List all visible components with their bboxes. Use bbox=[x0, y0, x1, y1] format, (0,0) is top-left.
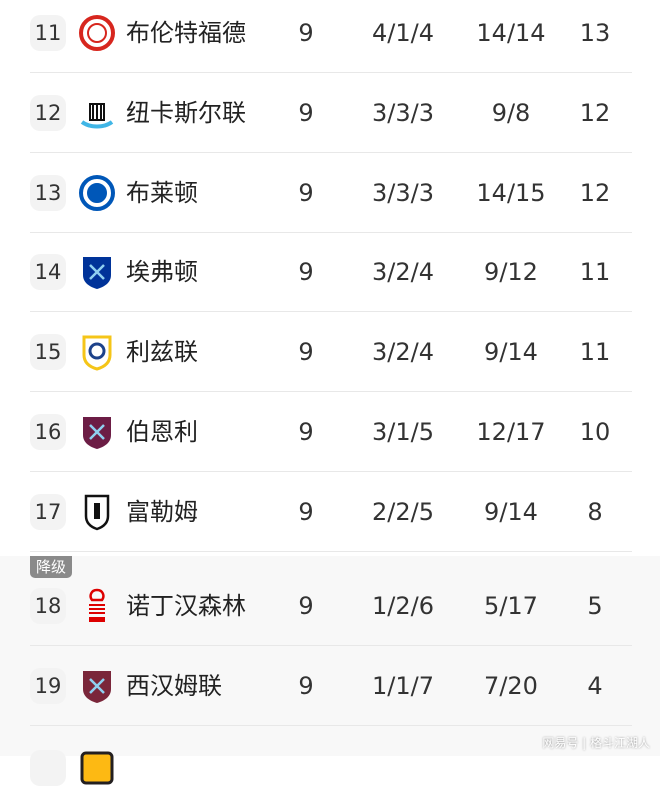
points: 4 bbox=[587, 672, 603, 700]
rank-badge: 11 bbox=[30, 15, 66, 51]
row-divider bbox=[30, 72, 632, 73]
played: 9 bbox=[298, 592, 314, 620]
westham-crest-icon bbox=[83, 671, 111, 703]
win-draw-loss: 1/1/7 bbox=[372, 672, 434, 700]
rank-badge: 13 bbox=[30, 175, 66, 211]
newcastle-crest-icon bbox=[80, 103, 114, 129]
team-name[interactable]: 纽卡斯尔联 bbox=[126, 99, 246, 127]
played: 9 bbox=[298, 19, 314, 47]
points: 12 bbox=[579, 99, 611, 127]
row-divider bbox=[30, 551, 632, 552]
table-row[interactable]: 14 埃弗顿 9 3/2/4 9/12 11 bbox=[0, 232, 660, 312]
goals-for-against: 5/17 bbox=[484, 592, 538, 620]
relegation-zone bbox=[0, 556, 660, 756]
goals-for-against: 9/12 bbox=[484, 258, 538, 286]
win-draw-loss: 3/3/3 bbox=[372, 179, 434, 207]
win-draw-loss: 1/2/6 bbox=[372, 592, 434, 620]
rank-badge: 12 bbox=[30, 95, 66, 131]
row-divider bbox=[30, 311, 632, 312]
rank-badge: 14 bbox=[30, 254, 66, 290]
table-row[interactable]: 15 利兹联 9 3/2/4 9/14 11 bbox=[0, 312, 660, 392]
goals-for-against: 12/17 bbox=[476, 418, 546, 446]
everton-crest-icon bbox=[83, 257, 111, 289]
played: 9 bbox=[298, 418, 314, 446]
goals-for-against: 9/8 bbox=[491, 99, 531, 127]
team-name[interactable]: 富勒姆 bbox=[126, 498, 198, 526]
table-row[interactable]: 16 伯恩利 9 3/1/5 12/17 10 bbox=[0, 392, 660, 472]
row-divider bbox=[30, 471, 632, 472]
row-divider bbox=[30, 391, 632, 392]
brentford-crest-icon bbox=[79, 15, 115, 51]
brighton-crest-icon bbox=[79, 175, 115, 211]
row-divider bbox=[30, 645, 632, 646]
rank-badge: 15 bbox=[30, 334, 66, 370]
team-name[interactable]: 利兹联 bbox=[126, 338, 198, 366]
relegation-badge: 降级 bbox=[30, 556, 73, 578]
win-draw-loss: 3/2/4 bbox=[372, 258, 434, 286]
points: 11 bbox=[579, 258, 611, 286]
win-draw-loss: 3/2/4 bbox=[372, 338, 434, 366]
row-divider bbox=[30, 232, 632, 233]
rank-badge bbox=[30, 750, 66, 786]
win-draw-loss: 2/2/5 bbox=[372, 498, 434, 526]
table-row[interactable]: 12 纽卡斯尔联 9 3/3/3 9/8 12 bbox=[0, 73, 660, 153]
table-row[interactable]: 17 富勒姆 9 2/2/5 9/14 8 bbox=[0, 472, 660, 552]
points: 11 bbox=[579, 338, 611, 366]
table-row[interactable]: 19 西汉姆联 9 1/1/7 7/20 4 bbox=[0, 646, 660, 726]
team-name[interactable]: 西汉姆联 bbox=[126, 672, 222, 700]
goals-for-against: 14/15 bbox=[476, 179, 546, 207]
table-row[interactable]: 13 布莱顿 9 3/3/3 14/15 12 bbox=[0, 153, 660, 233]
played: 9 bbox=[298, 258, 314, 286]
fulham-crest-icon bbox=[84, 494, 110, 531]
points: 12 bbox=[579, 179, 611, 207]
rank-badge: 19 bbox=[30, 668, 66, 704]
goals-for-against: 14/14 bbox=[476, 19, 546, 47]
played: 9 bbox=[298, 338, 314, 366]
team-name[interactable]: 布伦特福德 bbox=[126, 19, 246, 47]
win-draw-loss: 4/1/4 bbox=[372, 19, 434, 47]
watermark: 网易号 | 格斗江湖人 bbox=[542, 736, 650, 750]
goals-for-against: 7/20 bbox=[484, 672, 538, 700]
rank-badge: 17 bbox=[30, 494, 66, 530]
table-row[interactable]: 18 诺丁汉森林 9 1/2/6 5/17 5 bbox=[0, 566, 660, 646]
played: 9 bbox=[298, 179, 314, 207]
row-divider bbox=[30, 725, 632, 726]
points: 8 bbox=[587, 498, 603, 526]
row-divider bbox=[30, 152, 632, 153]
team-name[interactable]: 伯恩利 bbox=[126, 418, 198, 446]
team-name[interactable]: 诺丁汉森林 bbox=[126, 592, 246, 620]
points: 10 bbox=[579, 418, 611, 446]
rank-badge: 16 bbox=[30, 414, 66, 450]
points: 13 bbox=[579, 19, 611, 47]
forest-crest-icon bbox=[89, 588, 105, 622]
team-name[interactable]: 埃弗顿 bbox=[126, 258, 198, 286]
leeds-crest-icon bbox=[82, 335, 112, 371]
played: 9 bbox=[298, 498, 314, 526]
wolves-crest-icon bbox=[80, 751, 114, 785]
rank-badge: 18 bbox=[30, 588, 66, 624]
points: 5 bbox=[587, 592, 603, 620]
burnley-crest-icon bbox=[83, 417, 111, 449]
win-draw-loss: 3/1/5 bbox=[372, 418, 434, 446]
played: 9 bbox=[298, 99, 314, 127]
win-draw-loss: 3/3/3 bbox=[372, 99, 434, 127]
team-name[interactable]: 布莱顿 bbox=[126, 179, 198, 207]
goals-for-against: 9/14 bbox=[484, 498, 538, 526]
played: 9 bbox=[298, 672, 314, 700]
goals-for-against: 9/14 bbox=[484, 338, 538, 366]
table-row[interactable]: 11 布伦特福德 9 4/1/4 14/14 13 bbox=[0, 0, 660, 73]
